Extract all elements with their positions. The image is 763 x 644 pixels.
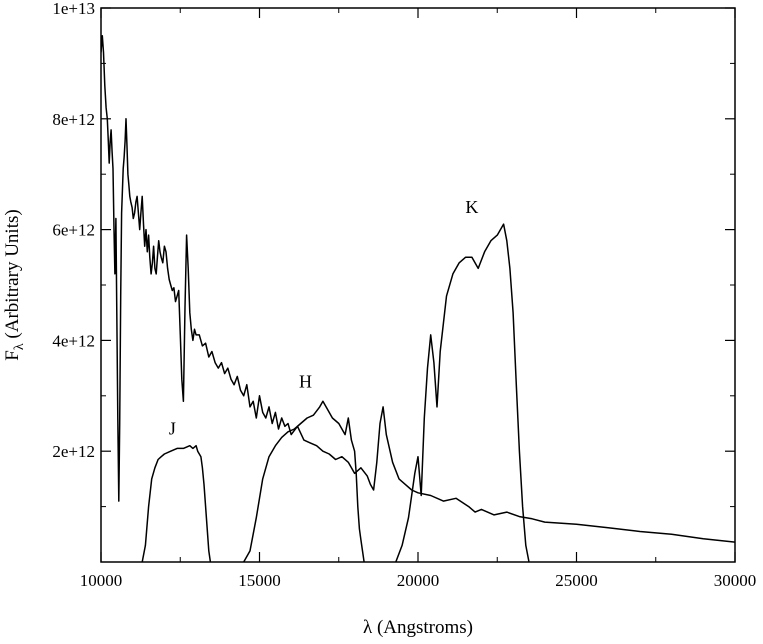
y-axis-title-sub: λ bbox=[12, 343, 27, 350]
series-line-1 bbox=[101, 34, 735, 543]
series-line-4 bbox=[395, 223, 530, 562]
x-tick-label: 25000 bbox=[555, 571, 598, 590]
y-tick-label: 6e+12 bbox=[52, 221, 95, 240]
series-line-3 bbox=[243, 400, 365, 562]
x-axis-title: λ (Angstroms) bbox=[363, 617, 473, 638]
band-label-k: K bbox=[465, 197, 478, 217]
y-axis-title: Fλ (Arbitrary Units) bbox=[2, 209, 27, 360]
tick-labels: 10000 15000 20000 25000 30000 2e+12 4e+12 6e+12… bbox=[52, 0, 756, 590]
plot-frame bbox=[100, 7, 736, 563]
y-tick-label: 4e+12 bbox=[52, 331, 95, 350]
band-annotations: J H K bbox=[169, 197, 479, 439]
y-axis-title-main: F bbox=[2, 350, 23, 361]
y-tick-label: 2e+12 bbox=[52, 442, 95, 461]
band-label-j: J bbox=[169, 419, 176, 439]
x-tick-label: 15000 bbox=[238, 571, 281, 590]
x-tick-label: 30000 bbox=[714, 571, 757, 590]
x-tick-label: 10000 bbox=[80, 571, 123, 590]
band-label-h: H bbox=[299, 371, 312, 391]
axis-ticks bbox=[100, 7, 736, 562]
y-tick-label: 1e+13 bbox=[52, 0, 95, 18]
series-line-2 bbox=[141, 444, 212, 562]
y-tick-label: 8e+12 bbox=[52, 110, 95, 129]
y-axis-title-rest: (Arbitrary Units) bbox=[2, 209, 23, 343]
x-tick-label: 20000 bbox=[397, 571, 440, 590]
plot-lines bbox=[101, 34, 735, 562]
